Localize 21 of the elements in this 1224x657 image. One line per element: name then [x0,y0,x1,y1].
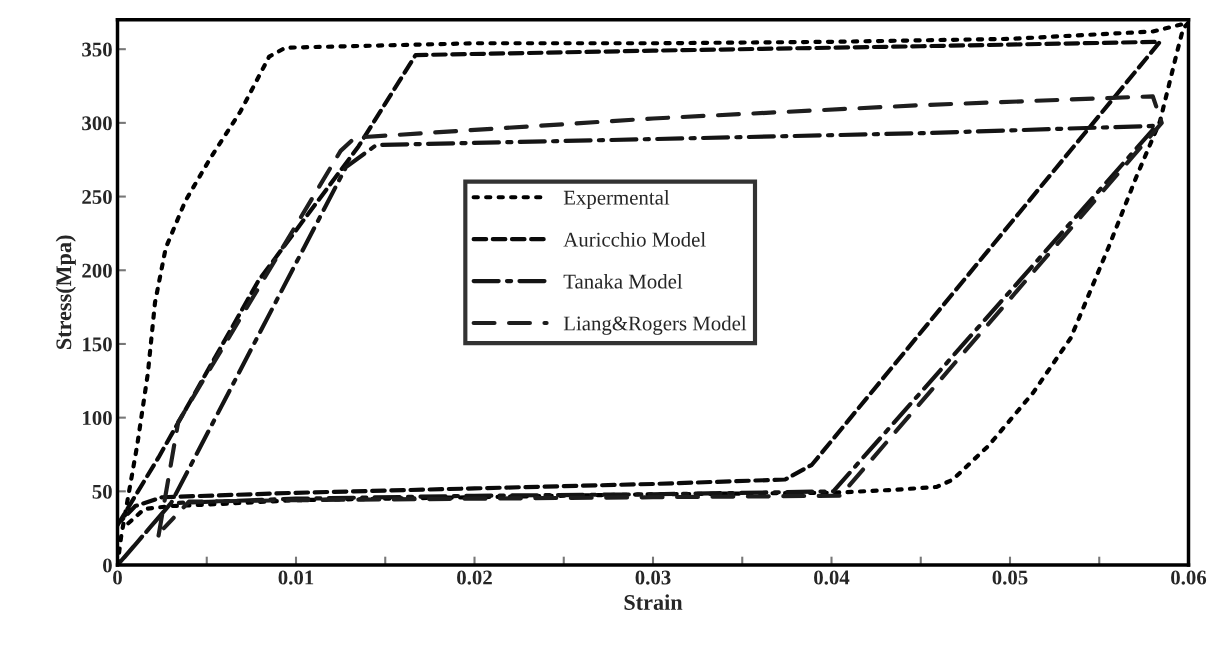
legend-label: Auricchio Model [563,231,706,247]
x-tick-label: 0.04 [814,570,850,585]
y-tick-label: 50 [92,484,112,499]
legend-label: Tanaka Model [563,273,683,289]
legend-label: Expermental [563,190,670,209]
y-tick-label: 200 [82,263,112,278]
y-tick-label: 0 [103,558,112,573]
y-tick-label: 100 [83,411,112,426]
y-tick-label: 350 [82,42,112,57]
x-tick-label: 0.03 [635,570,671,585]
x-tick-label: 0.02 [457,570,492,585]
x-tick-label: 0.05 [992,570,1028,585]
y-tick-label: 300 [82,116,112,131]
y-tick-label: 150 [83,337,112,352]
x-axis-title: Strain [624,594,683,610]
x-tick-label: 0.01 [278,570,314,585]
x-tick-label: 0.06 [1171,570,1207,585]
y-axis-title: Stress(Mpa) [55,235,76,349]
legend-label: Liang&Rogers Model [563,315,747,335]
y-tick-label: 250 [82,189,112,204]
x-tick-label: 0 [113,570,122,585]
